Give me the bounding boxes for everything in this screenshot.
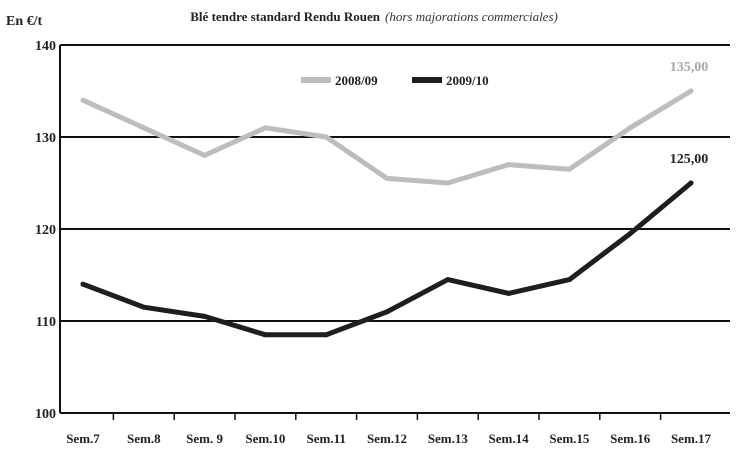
data-point-2008/09-5 xyxy=(384,175,390,181)
data-point-2009/10-5 xyxy=(384,309,390,315)
series-group xyxy=(80,88,694,338)
legend-label-2009/10: 2009/10 xyxy=(446,73,489,88)
data-point-2009/10-1 xyxy=(141,304,147,310)
x-tick-label-4: Sem.11 xyxy=(307,431,346,446)
y-tick-label-110: 110 xyxy=(36,315,56,330)
gridlines xyxy=(59,44,730,413)
data-point-2008/09-0 xyxy=(80,97,86,103)
data-point-2008/09-1 xyxy=(141,125,147,131)
y-axis-ticks: 100 110 120 130 140 xyxy=(35,39,56,422)
data-point-2008/09-3 xyxy=(262,125,268,131)
legend-label-2008/09: 2008/09 xyxy=(335,73,378,88)
x-tick-label-6: Sem.13 xyxy=(428,431,469,446)
data-labels: 135,00 125,00 xyxy=(670,60,709,167)
y-axis-label: En €/t xyxy=(6,14,43,29)
data-point-2009/10-3 xyxy=(262,332,268,338)
chart-subtitle: (hors majorations commerciales) xyxy=(385,9,558,24)
data-point-2008/09-10 xyxy=(688,88,694,94)
x-tick-label-9: Sem.16 xyxy=(610,431,651,446)
y-tick-label-140: 140 xyxy=(35,39,56,54)
end-label-2008/09: 135,00 xyxy=(670,60,709,75)
y-tick-label-120: 120 xyxy=(35,223,56,238)
data-point-2009/10-4 xyxy=(323,332,329,338)
data-point-2008/09-4 xyxy=(323,134,329,140)
chart-title: Blé tendre standard Rendu Rouen xyxy=(190,9,381,24)
end-label-2009/10: 125,00 xyxy=(670,152,709,167)
data-point-2009/10-0 xyxy=(80,281,86,287)
x-tick-label-10: Sem.17 xyxy=(671,431,712,446)
data-point-2009/10-9 xyxy=(627,231,633,237)
legend: 2008/09 2009/10 xyxy=(301,73,489,88)
data-point-2008/09-7 xyxy=(506,162,512,168)
data-point-2008/09-6 xyxy=(445,180,451,186)
x-tick-label-1: Sem.8 xyxy=(127,431,161,446)
y-tick-label-130: 130 xyxy=(35,131,56,146)
data-point-2009/10-7 xyxy=(506,290,512,296)
data-point-2009/10-6 xyxy=(445,277,451,283)
y-tick-label-100: 100 xyxy=(35,407,56,422)
x-tick-label-3: Sem.10 xyxy=(245,431,285,446)
data-point-2009/10-2 xyxy=(202,313,208,319)
data-point-2008/09-8 xyxy=(566,166,572,172)
x-axis: Sem.7 Sem.8 Sem. 9 Sem.10 Sem.11 Sem.12 Sem.13… xyxy=(60,412,730,446)
x-tick-label-0: Sem.7 xyxy=(66,431,100,446)
data-point-2009/10-8 xyxy=(566,277,572,283)
data-point-2008/09-9 xyxy=(627,125,633,131)
data-point-2008/09-2 xyxy=(202,152,208,158)
x-tick-label-8: Sem.15 xyxy=(549,431,590,446)
x-tick-label-7: Sem.14 xyxy=(489,431,530,446)
x-tick-label-2: Sem. 9 xyxy=(186,431,223,446)
data-point-2009/10-10 xyxy=(688,180,694,186)
x-tick-label-5: Sem.12 xyxy=(367,431,407,446)
